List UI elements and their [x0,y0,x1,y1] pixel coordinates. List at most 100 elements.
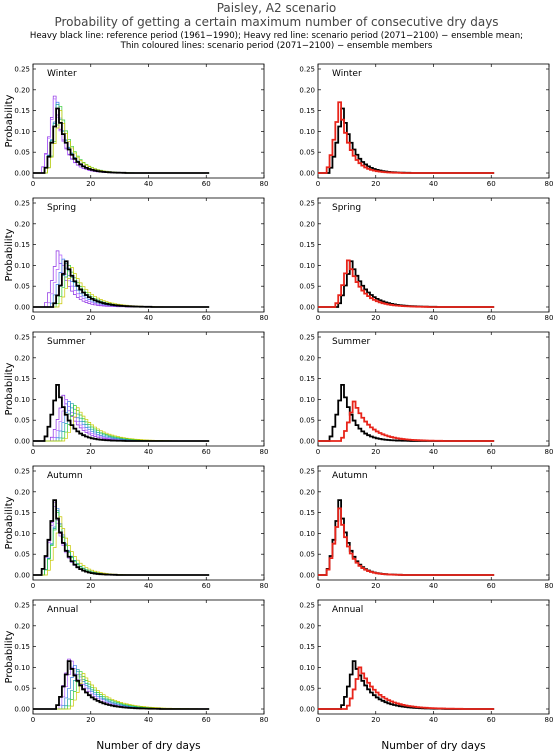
series-member [33,403,210,442]
y-tick-label: 0.25 [14,602,30,610]
series-reference [33,107,210,174]
panel-label: Summer [332,337,370,347]
x-tick-label: 0 [31,314,35,322]
x-tick-label: 20 [86,448,95,456]
plot-frame [32,63,265,179]
y-tick-label: 0.10 [299,262,315,270]
series-ensemble-mean [318,259,495,308]
y-tick-label: 0.25 [299,200,315,208]
y-tick-label: 0.20 [14,354,30,362]
plot-frame [32,197,265,313]
y-tick-label: 0.00 [14,706,30,714]
y-tick-label: 0.00 [299,170,315,178]
x-tick-label: 0 [31,448,35,456]
series-reference [33,260,210,308]
x-tick-label: 0 [316,582,320,590]
y-tick-label: 0.10 [299,664,315,672]
x-tick-label: 40 [144,582,153,590]
panel-summer-right: 0.00 0.05 0.10 0.15 0.20 0.25 0 20 40 60 80 Summer [299,331,553,456]
panel-label: Autumn [47,471,83,481]
x-tick-label: 60 [202,582,211,590]
y-tick-label: 0.20 [299,354,315,362]
x-tick-label: 60 [202,314,211,322]
x-tick-label: 60 [202,180,211,188]
x-tick-label: 80 [545,716,553,724]
y-tick-label: 0.20 [299,488,315,496]
x-tick-label: 60 [202,716,211,724]
series-ensemble-mean [318,400,495,442]
series-member [33,405,210,442]
x-tick-label: 0 [316,314,320,322]
y-tick-label: 0.10 [299,530,315,538]
y-tick-label: 0.00 [299,572,315,580]
x-tick-label: 60 [202,448,211,456]
x-tick-label: 80 [260,180,269,188]
series-member [33,254,210,308]
y-tick-label: 0.15 [14,643,30,651]
x-tick-label: 40 [429,716,438,724]
y-tick-label: 0.15 [14,241,30,249]
y-tick-label: 0.05 [14,551,30,559]
y-tick-label: 0.05 [299,149,315,157]
series-ensemble-mean [318,666,495,710]
y-axis-label: Probability [4,630,15,683]
x-tick-label: 60 [487,314,496,322]
panel-label: Annual [47,605,78,615]
y-axis-label: Probability [4,496,15,549]
x-tick-label: 40 [144,448,153,456]
y-tick-label: 0.05 [299,283,315,291]
y-tick-label: 0.25 [299,602,315,610]
panel-label: Winter [332,69,362,79]
panel-summer-left: 0.00 0.05 0.10 0.15 0.20 0.25 0 20 40 60 80 Summer P… [4,331,268,456]
y-axis-label: Probability [4,94,15,147]
plot-frame [317,197,550,313]
y-tick-label: 0.25 [299,334,315,342]
panel-autumn-left: 0.00 0.05 0.10 0.15 0.20 0.25 0 20 40 60 80 Autumn P… [4,465,269,590]
y-tick-label: 0.00 [14,572,30,580]
y-tick-label: 0.05 [299,551,315,559]
x-tick-label: 60 [487,582,496,590]
y-tick-label: 0.05 [299,685,315,693]
y-tick-label: 0.15 [299,509,315,517]
panel-annual-left: 0.00 0.05 0.10 0.15 0.20 0.25 0 20 40 60 80 Annual P… [4,599,268,724]
series-reference [33,660,210,710]
x-tick-label: 0 [31,582,35,590]
panel-autumn-right: 0.00 0.05 0.10 0.15 0.20 0.25 0 20 40 60 80 Autumn [299,465,553,590]
x-tick-label: 20 [371,314,380,322]
series-member [33,407,210,442]
y-tick-label: 0.25 [299,468,315,476]
x-axis-label-left: Number of dry days [96,740,200,752]
series-member [33,250,210,308]
y-tick-label: 0.00 [299,304,315,312]
series-ensemble-mean [318,101,495,174]
series-reference [33,499,210,576]
y-tick-label: 0.15 [299,241,315,249]
x-axis-label-right: Number of dry days [381,740,485,752]
caption-line-1: Heavy black line: reference period (1961… [29,31,524,41]
x-tick-label: 20 [371,582,380,590]
y-tick-label: 0.05 [299,417,315,425]
x-tick-label: 80 [260,582,269,590]
x-tick-label: 60 [487,716,496,724]
y-tick-label: 0.15 [14,107,30,115]
y-tick-label: 0.20 [14,220,30,228]
y-tick-label: 0.25 [299,66,315,74]
y-tick-label: 0.05 [14,283,30,291]
y-tick-label: 0.20 [14,86,30,94]
plot-frame [32,465,265,581]
x-tick-label: 80 [545,448,553,456]
y-tick-label: 0.00 [14,304,30,312]
y-tick-label: 0.20 [299,220,315,228]
y-tick-label: 0.10 [14,128,30,136]
y-tick-label: 0.10 [299,128,315,136]
series-member [33,501,210,576]
y-tick-label: 0.00 [299,706,315,714]
y-tick-label: 0.25 [14,66,30,74]
y-tick-label: 0.20 [14,622,30,630]
x-tick-label: 20 [86,180,95,188]
y-tick-label: 0.10 [14,530,30,538]
x-tick-label: 20 [86,314,95,322]
y-tick-label: 0.15 [299,107,315,115]
x-tick-label: 40 [144,180,153,188]
